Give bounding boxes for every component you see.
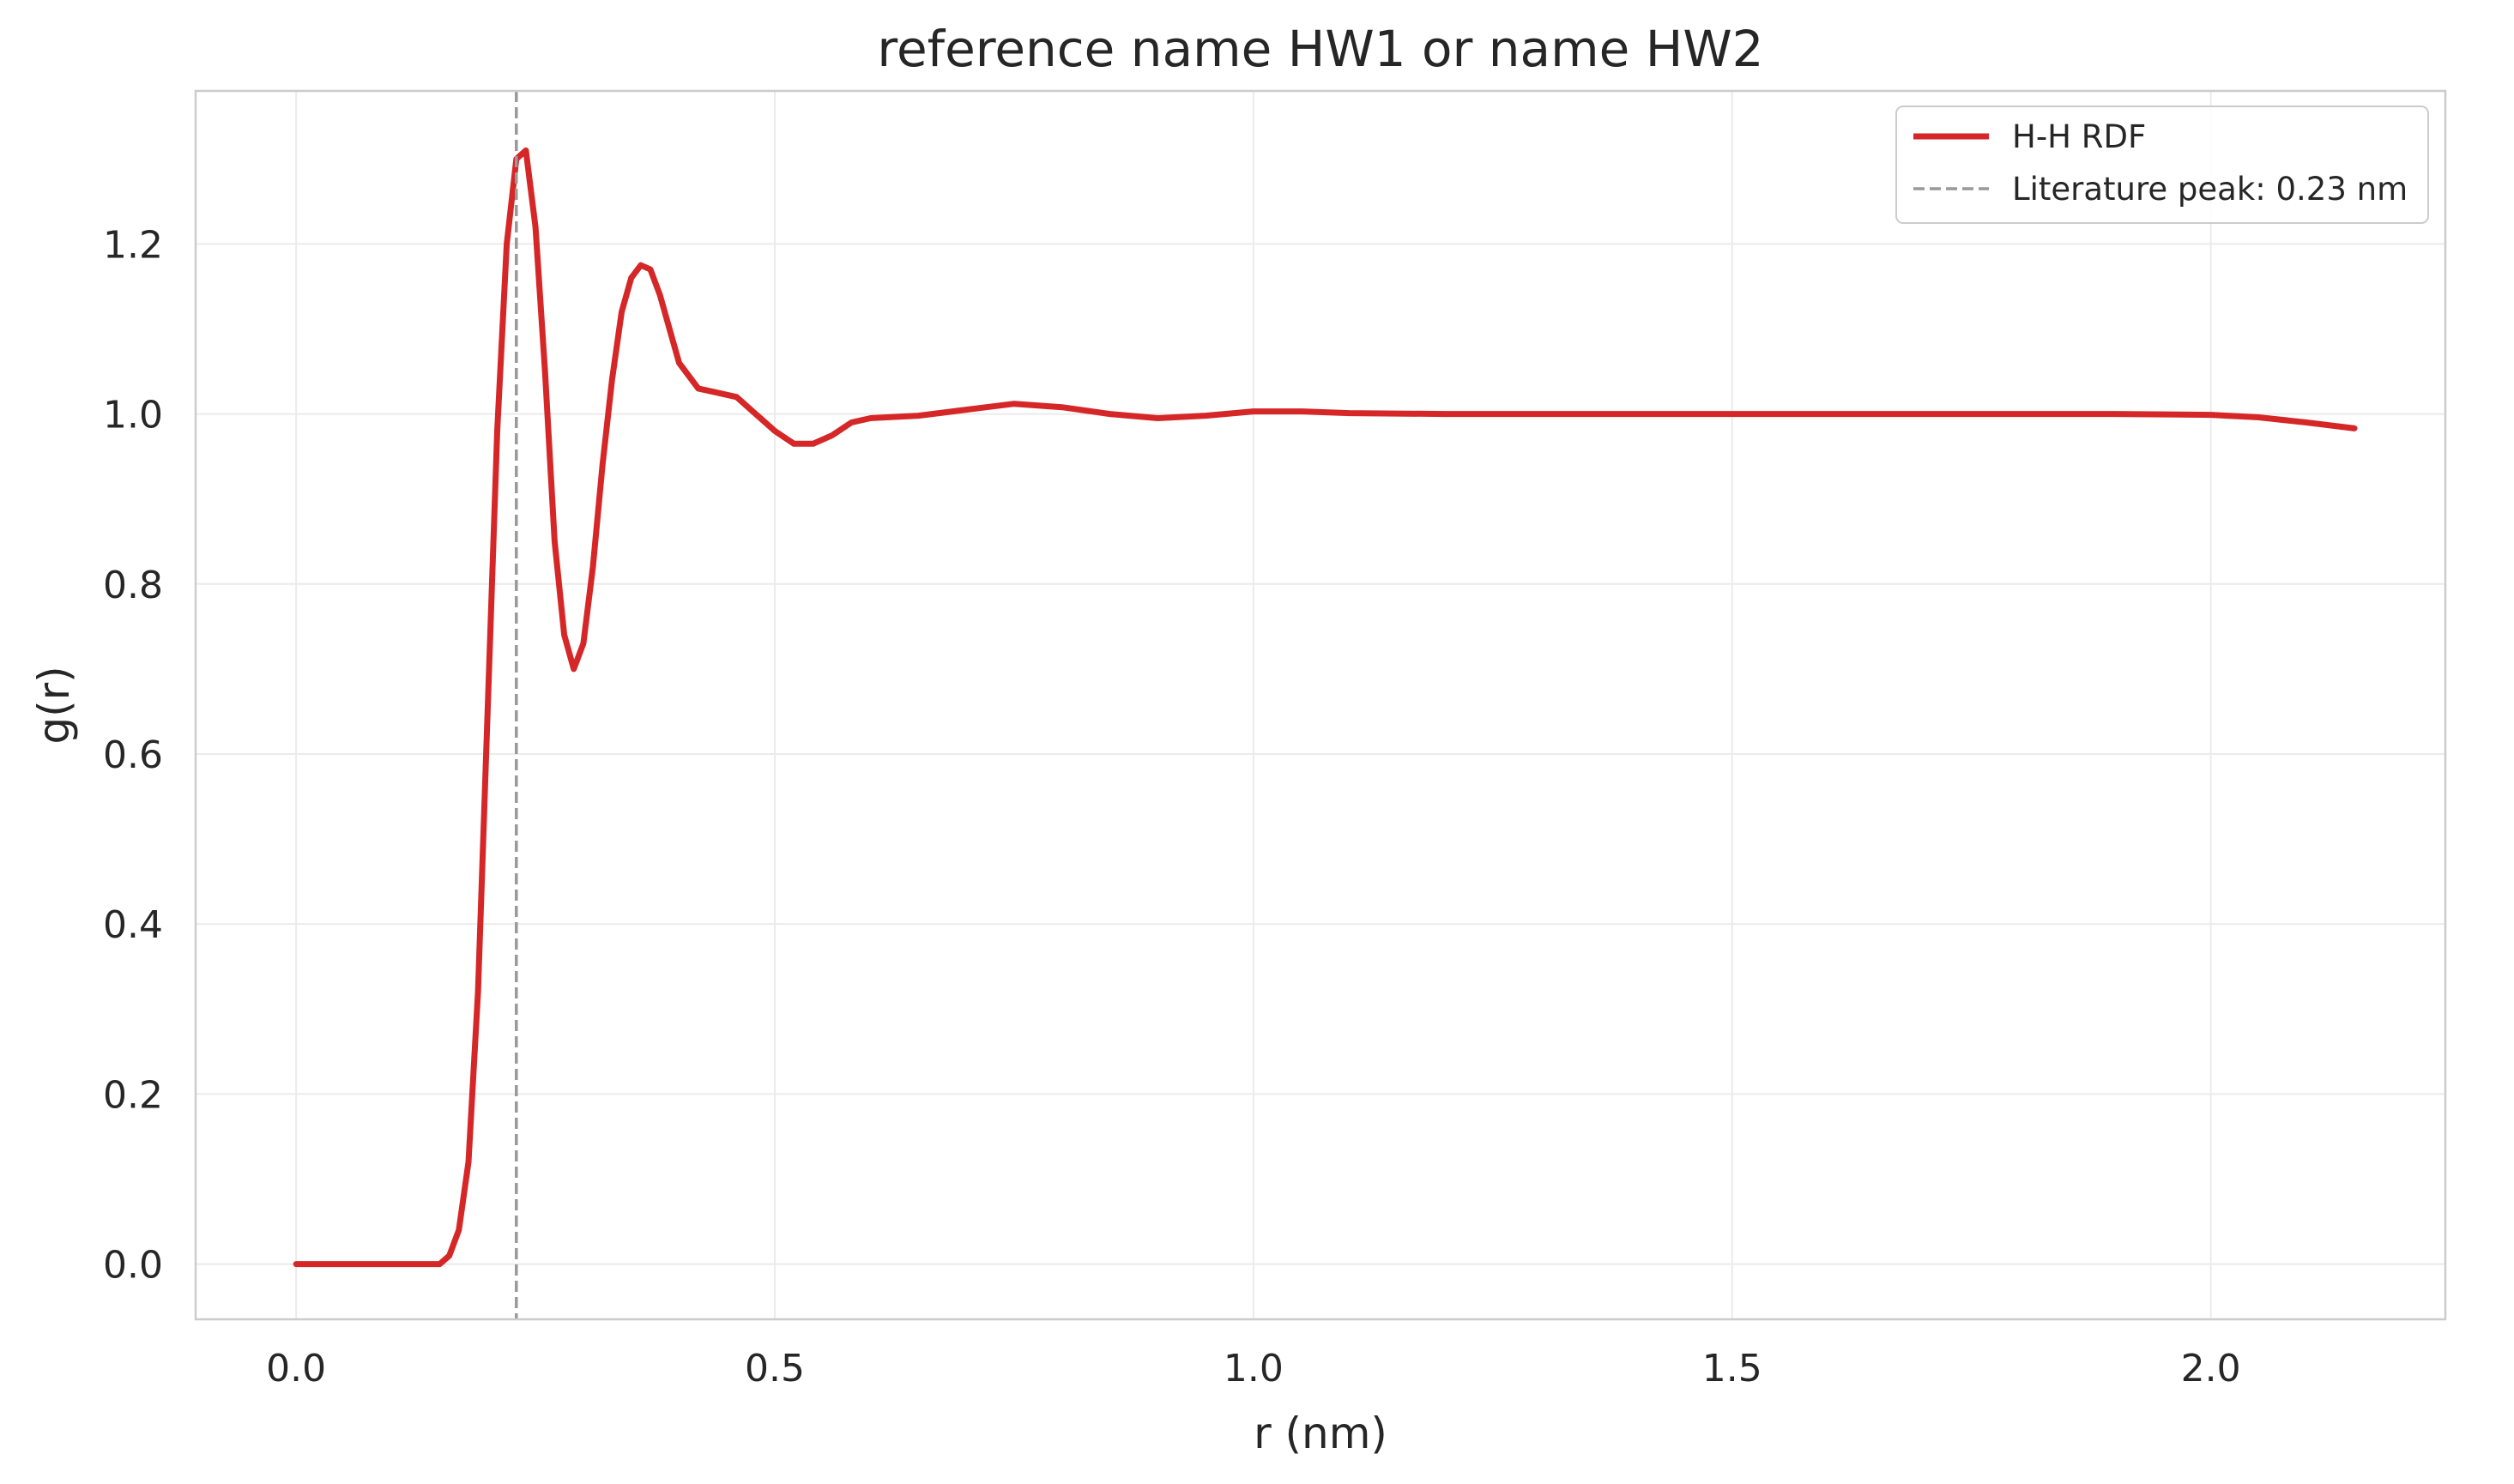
y-axis-label: g(r) (29, 666, 79, 744)
x-axis-label: r (nm) (1254, 1409, 1387, 1458)
y-tick-label: 0.4 (103, 903, 163, 947)
x-tick-label: 2.0 (2181, 1347, 2241, 1390)
y-tick-label: 1.0 (103, 394, 163, 437)
legend-box (1895, 106, 2429, 224)
y-tick-label: 0.6 (103, 733, 163, 777)
legend: H-H RDF Literature peak: 0.23 nm (1895, 106, 2429, 224)
y-tick-label: 0.2 (103, 1073, 163, 1117)
y-tick-label: 0.0 (103, 1244, 163, 1288)
y-tick-label: 1.2 (103, 223, 163, 267)
plot-area (196, 91, 2445, 1319)
tick-labels: 0.0 0.5 1.0 1.5 2.0 0.0 0.2 0.4 0.6 0.8 1.0 1.2 (103, 223, 2241, 1390)
x-tick-label: 1.5 (1702, 1347, 1762, 1390)
legend-label-rdf: H-H RDF (2012, 118, 2146, 155)
series-layer (293, 91, 2358, 1319)
x-tick-label: 0.0 (266, 1347, 326, 1390)
legend-label-literature-peak: Literature peak: 0.23 nm (2012, 171, 2408, 208)
x-tick-label: 1.0 (1224, 1347, 1284, 1390)
y-tick-label: 0.8 (103, 564, 163, 607)
rdf-series-line (293, 147, 2358, 1268)
chart-title: reference name HW1 or name HW2 (877, 20, 1763, 78)
plot-frame (194, 89, 2447, 1321)
x-tick-label: 0.5 (745, 1347, 805, 1390)
